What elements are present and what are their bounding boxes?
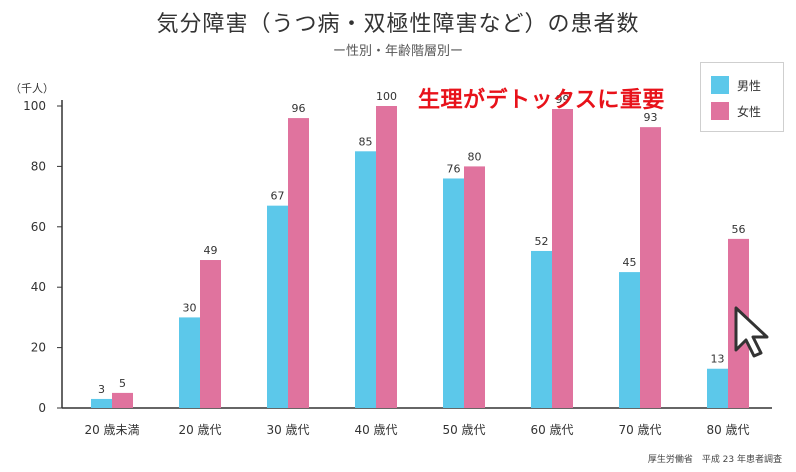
- data-label-female: 56: [732, 223, 746, 236]
- data-label-female: 100: [376, 90, 397, 103]
- x-category-label: 20 歳代: [178, 423, 221, 437]
- data-label-female: 5: [119, 377, 126, 390]
- chart-legend: 男性 女性: [700, 62, 784, 132]
- data-label-male: 3: [98, 383, 105, 396]
- y-tick-label: 60: [31, 220, 46, 234]
- mouse-cursor-icon: [734, 306, 769, 358]
- bar-male: [267, 205, 288, 408]
- data-label-female: 80: [468, 150, 482, 163]
- bar-female: [112, 392, 133, 408]
- y-tick-label: 0: [38, 401, 46, 415]
- data-label-female: 99: [556, 93, 570, 106]
- bar-male: [707, 368, 728, 408]
- data-label-male: 45: [623, 256, 637, 269]
- chart-title: 気分障害（うつ病・双極性障害など）の患者数: [156, 12, 640, 37]
- y-tick-label: 40: [31, 280, 46, 294]
- bar-female: [640, 127, 661, 408]
- bar-female: [288, 118, 309, 408]
- data-label-female: 93: [644, 111, 658, 124]
- y-tick-label: 80: [31, 159, 46, 173]
- bar-male: [443, 178, 464, 408]
- bar-female: [376, 106, 397, 408]
- x-category-label: 50 歳代: [442, 423, 485, 437]
- x-category-label: 80 歳代: [706, 423, 749, 437]
- x-category-label: 70 歳代: [618, 423, 661, 437]
- data-label-female: 49: [204, 244, 218, 257]
- y-tick-label: 20: [31, 341, 46, 355]
- y-axis-label: （千人）: [10, 82, 54, 95]
- legend-swatch-female: [711, 102, 729, 120]
- source-note: 厚生労働省 平成 23 年患者調査: [647, 455, 782, 465]
- overlay-caption: 生理がデトックスに重要: [418, 88, 665, 113]
- x-category-label: 40 歳代: [354, 423, 397, 437]
- bar-male: [91, 398, 112, 408]
- legend-label-female: 女性: [737, 104, 762, 119]
- x-category-label: 20 歳未満: [84, 423, 139, 437]
- bar-male: [619, 272, 640, 408]
- bar-female: [464, 166, 485, 408]
- bar-male: [531, 250, 552, 408]
- x-category-label: 30 歳代: [266, 423, 309, 437]
- chart-subtitle: ー性別・年齢階層別ー: [332, 44, 463, 59]
- legend-label-male: 男性: [737, 78, 762, 93]
- legend-item-female: 女性: [711, 101, 761, 121]
- bar-male: [355, 151, 376, 409]
- y-tick-label: 100: [23, 99, 46, 113]
- data-label-male: 67: [271, 190, 285, 203]
- data-label-male: 13: [711, 353, 725, 366]
- data-label-male: 85: [359, 135, 373, 148]
- data-label-male: 76: [447, 162, 461, 175]
- data-label-female: 96: [292, 102, 306, 115]
- legend-item-male: 男性: [711, 75, 761, 95]
- legend-swatch-male: [711, 76, 729, 94]
- bar-female: [552, 109, 573, 409]
- data-label-male: 30: [183, 301, 197, 314]
- bar-male: [179, 317, 200, 408]
- x-category-label: 60 歳代: [530, 423, 573, 437]
- data-label-male: 52: [535, 235, 549, 248]
- bar-female: [200, 260, 221, 408]
